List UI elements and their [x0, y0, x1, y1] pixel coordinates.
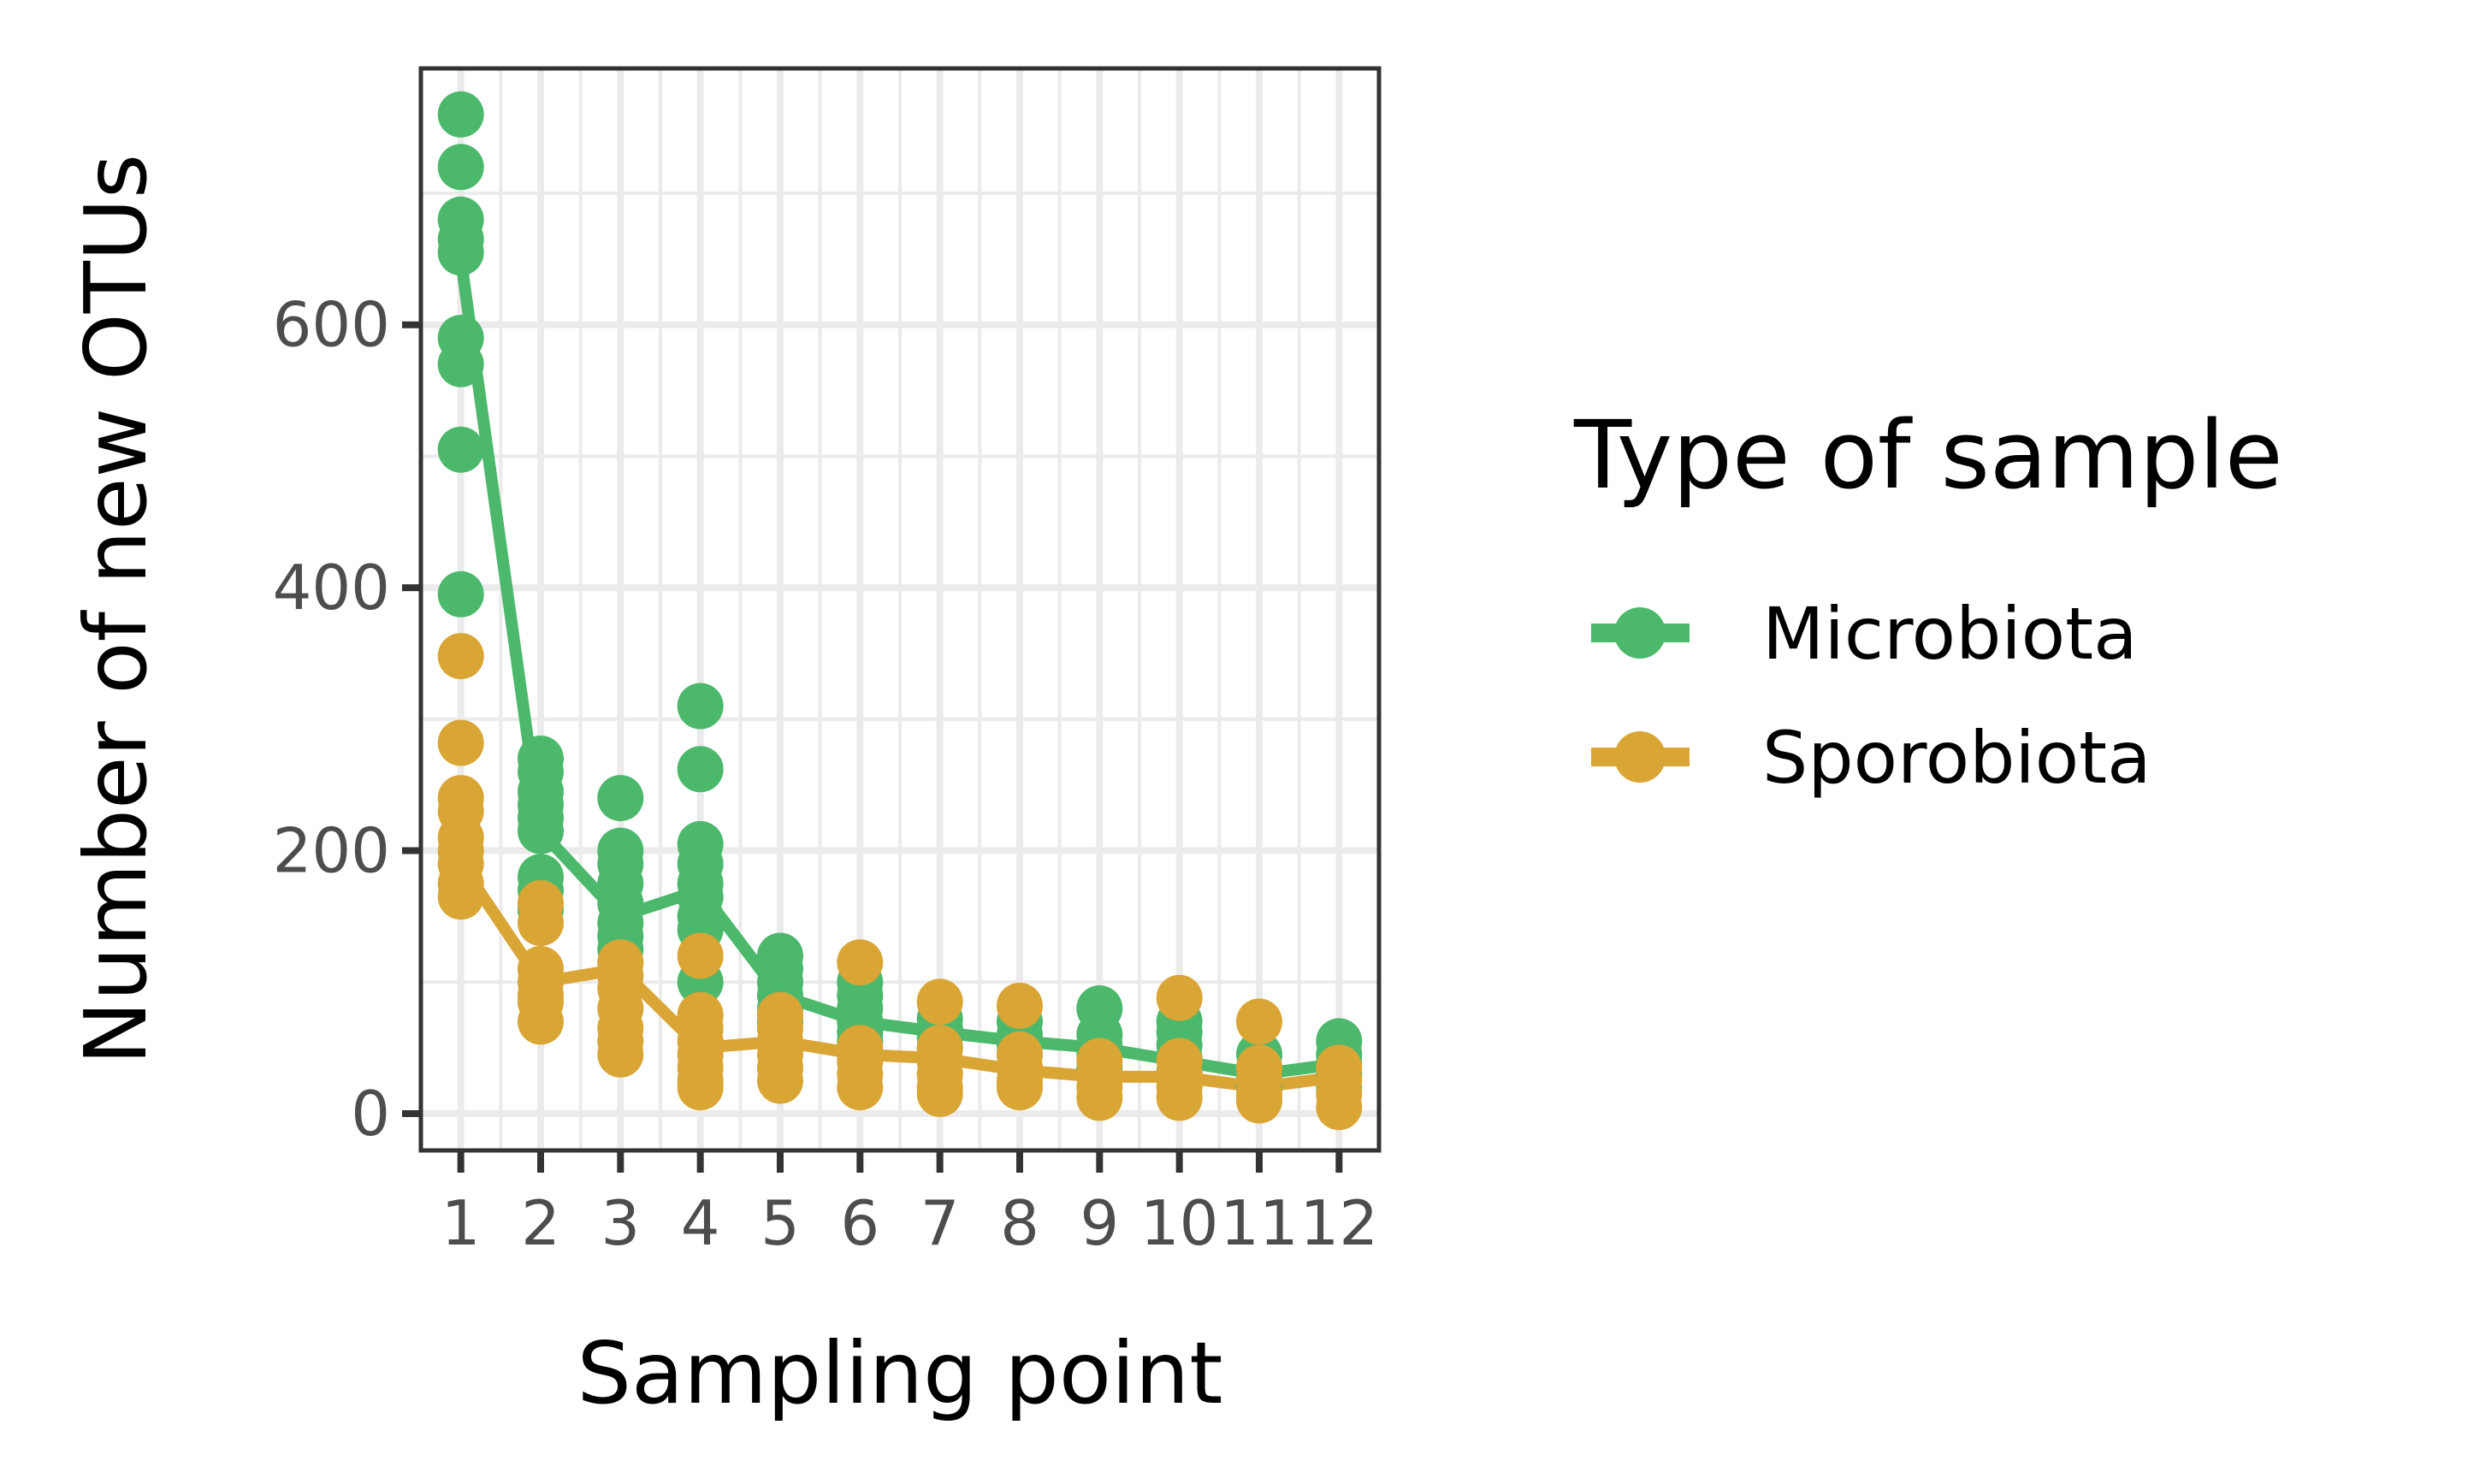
- data-point-microbiota: [437, 144, 484, 191]
- data-point-sporobiota: [437, 719, 484, 766]
- data-point-sporobiota: [1236, 998, 1282, 1045]
- data-point-microbiota: [677, 683, 724, 730]
- panel-border: [418, 66, 1382, 1153]
- data-point-sporobiota: [757, 1057, 803, 1104]
- x-tick-label: 2: [521, 1187, 560, 1259]
- legend-key-dot-microbiota: [1614, 607, 1666, 659]
- data-point-microbiota: [437, 229, 484, 276]
- data-point-sporobiota: [837, 939, 884, 986]
- data-point-microbiota: [597, 775, 644, 822]
- data-point-sporobiota: [997, 982, 1043, 1029]
- x-tick-label: 11: [1220, 1187, 1299, 1259]
- data-point-microbiota: [518, 807, 564, 854]
- y-tick-label: 400: [273, 552, 390, 624]
- data-point-sporobiota: [518, 900, 564, 947]
- data-point-sporobiota: [677, 1064, 724, 1111]
- x-tick-label: 9: [1080, 1187, 1119, 1259]
- x-tick-label: 8: [1000, 1187, 1039, 1259]
- data-point-sporobiota: [916, 1070, 963, 1117]
- legend-key-dot-sporobiota: [1614, 731, 1666, 783]
- x-tick-label: 4: [681, 1187, 720, 1259]
- x-tick-label: 1: [441, 1187, 481, 1259]
- data-point-sporobiota: [1316, 1084, 1363, 1131]
- data-point-sporobiota: [518, 998, 564, 1045]
- legend-title: Type of sample: [1573, 400, 2283, 510]
- data-point-sporobiota: [837, 1064, 884, 1111]
- data-point-microbiota: [437, 91, 484, 138]
- data-point-sporobiota: [1236, 1077, 1282, 1124]
- data-point-sporobiota: [1156, 974, 1203, 1021]
- data-point-sporobiota: [597, 1031, 644, 1078]
- legend: Type of sample Microbiota Sporobiota: [1573, 400, 2283, 800]
- x-tick-label: 10: [1140, 1187, 1219, 1259]
- data-point-sporobiota: [916, 978, 963, 1026]
- legend-label-sporobiota: Sporobiota: [1762, 716, 2151, 800]
- x-axis-title: Sampling point: [577, 1323, 1223, 1423]
- data-point-microbiota: [437, 571, 484, 618]
- data-point-microbiota: [677, 746, 724, 793]
- y-tick-label: 200: [273, 815, 390, 887]
- data-point-sporobiota: [1156, 1074, 1203, 1121]
- y-axis-title: Number of new OTUs: [66, 154, 166, 1065]
- data-point-sporobiota: [1076, 1074, 1123, 1121]
- y-tick-label: 600: [273, 289, 390, 361]
- y-tick-label: 0: [351, 1078, 390, 1150]
- grid-lines: [421, 68, 1379, 1150]
- data-point-sporobiota: [677, 932, 724, 979]
- x-tick-label: 7: [920, 1187, 960, 1259]
- data-point-microbiota: [437, 340, 484, 387]
- x-tick-label: 5: [761, 1187, 800, 1259]
- data-point-sporobiota: [997, 1064, 1043, 1111]
- x-tick-label: 3: [601, 1187, 640, 1259]
- x-tick-label: 6: [840, 1187, 879, 1259]
- data-point-microbiota: [437, 426, 484, 473]
- legend-label-microbiota: Microbiota: [1762, 592, 2138, 676]
- data-points: [437, 91, 1363, 1131]
- data-point-sporobiota: [437, 633, 484, 680]
- x-tick-label: 12: [1300, 1187, 1379, 1259]
- data-point-sporobiota: [437, 873, 484, 920]
